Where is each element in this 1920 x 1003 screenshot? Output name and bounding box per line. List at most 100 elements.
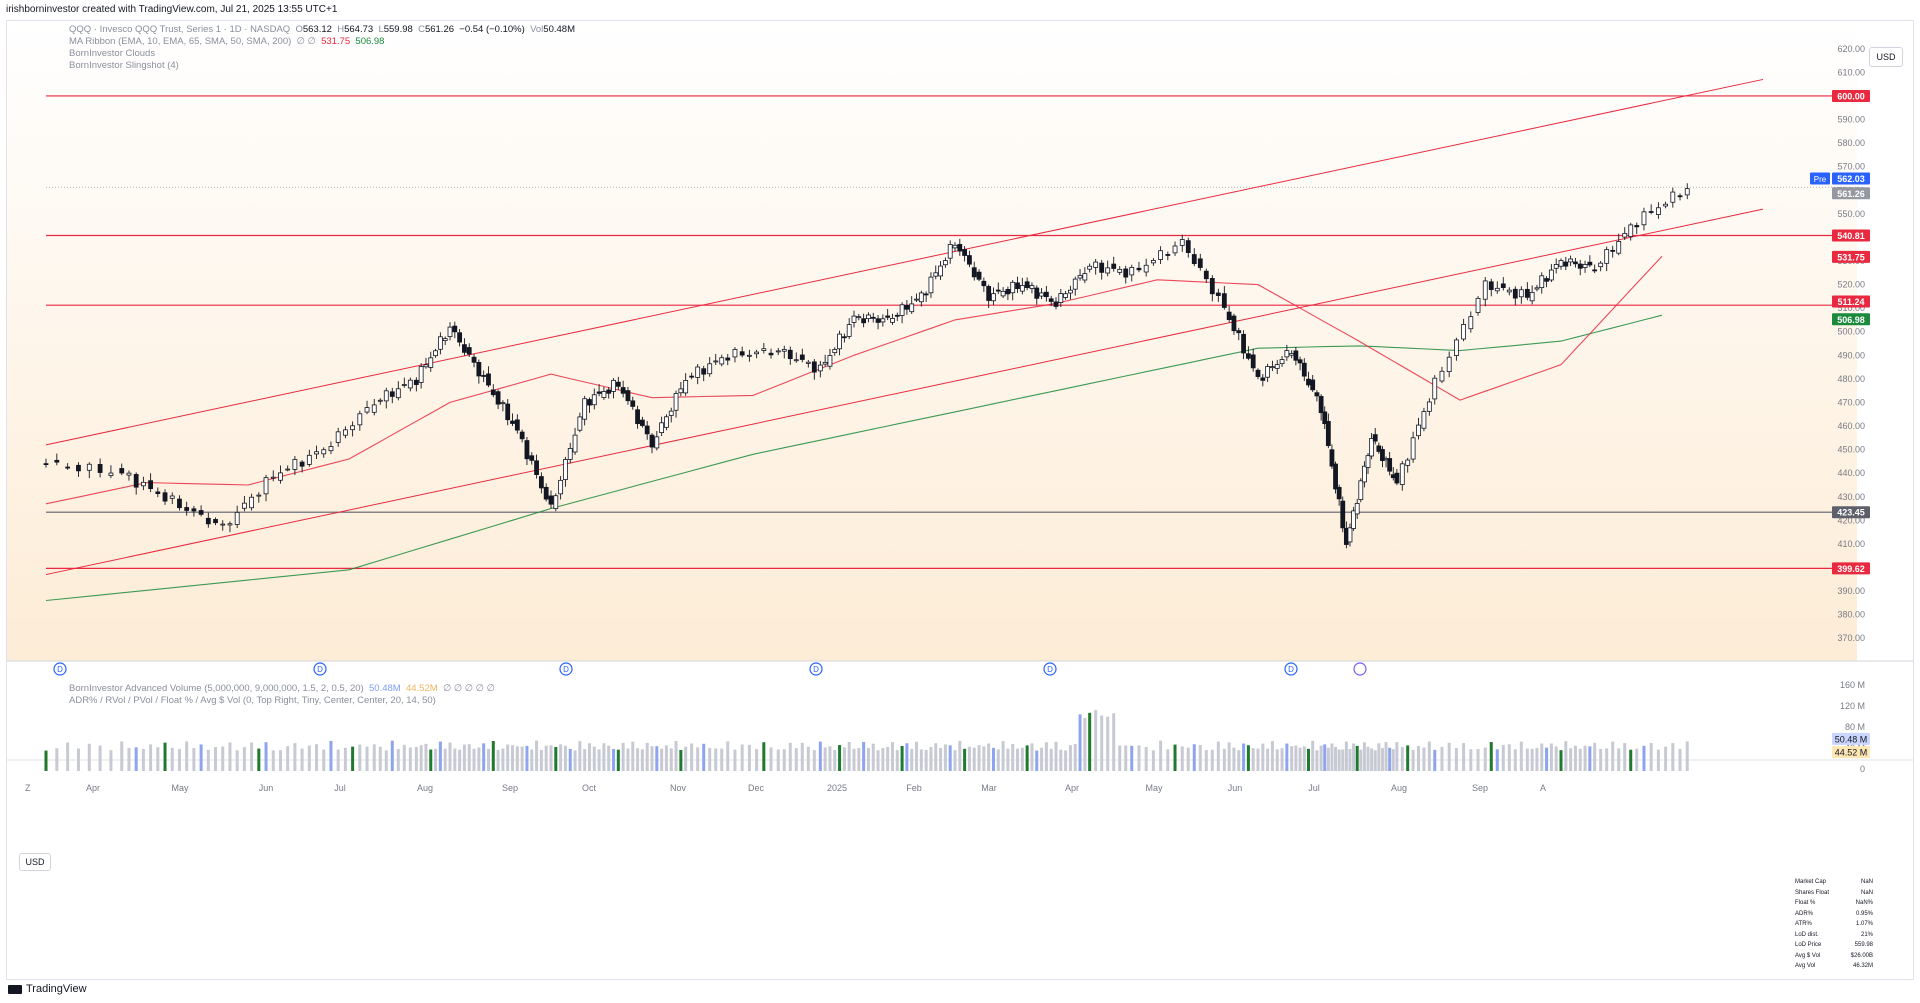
volume-bar[interactable] [1656, 749, 1660, 771]
candle-body[interactable] [832, 349, 838, 353]
candle-body[interactable] [471, 356, 477, 363]
volume-bar[interactable] [696, 747, 700, 771]
candle-body[interactable] [1284, 350, 1290, 358]
volume-bar[interactable] [1319, 745, 1323, 771]
volume-bar[interactable] [462, 744, 466, 771]
volume-bar[interactable] [351, 746, 355, 771]
candle-body[interactable] [1197, 258, 1203, 268]
volume-bar[interactable] [664, 745, 668, 771]
candle-body[interactable] [1432, 377, 1438, 400]
candle-body[interactable] [510, 420, 515, 424]
volume-bar[interactable] [170, 747, 174, 771]
volume-bar[interactable] [1144, 747, 1148, 771]
volume-bar[interactable] [1275, 749, 1279, 771]
volume-bar[interactable] [948, 745, 952, 771]
volume-bar[interactable] [645, 742, 649, 771]
volume-bar[interactable] [1593, 742, 1597, 771]
volume-bar[interactable] [871, 743, 875, 771]
candle-body[interactable] [1310, 379, 1316, 391]
volume-bar[interactable] [782, 749, 786, 771]
volume-bar[interactable] [1078, 714, 1082, 771]
candle-body[interactable] [292, 459, 298, 470]
volume-bar[interactable] [1380, 748, 1384, 771]
candle-body[interactable] [490, 389, 496, 396]
volume-bar[interactable] [1334, 746, 1338, 771]
volume-bar[interactable] [472, 748, 476, 771]
volume-bar[interactable] [278, 750, 282, 771]
volume-bar[interactable] [482, 743, 486, 771]
candle-body[interactable] [1265, 366, 1271, 378]
candle-body[interactable] [1616, 241, 1622, 254]
candle-body[interactable] [1250, 354, 1256, 369]
volume-bar[interactable] [1359, 749, 1363, 771]
volume-bar[interactable] [396, 748, 400, 771]
candle-body[interactable] [184, 507, 190, 511]
volume-bar[interactable] [322, 749, 326, 771]
candle-body[interactable] [1314, 392, 1320, 397]
volume-bar[interactable] [1124, 745, 1128, 771]
volume-bar[interactable] [76, 748, 80, 771]
candle-body[interactable] [870, 316, 876, 319]
candle-body[interactable] [1351, 510, 1356, 529]
volume-bar[interactable] [458, 749, 462, 771]
candle-body[interactable] [822, 361, 828, 365]
volume-bar[interactable] [1559, 750, 1563, 771]
volume-bar[interactable] [1261, 743, 1265, 771]
volume-bar[interactable] [250, 742, 254, 771]
volume-bar[interactable] [934, 743, 938, 771]
candle-body[interactable] [689, 375, 695, 378]
candle-body[interactable] [1468, 316, 1474, 330]
candle-body[interactable] [894, 314, 900, 317]
volume-bar[interactable] [1433, 749, 1437, 771]
volume-bar[interactable] [530, 749, 534, 771]
candle-body[interactable] [563, 459, 568, 480]
volume-bar[interactable] [1311, 740, 1315, 771]
candle-body[interactable] [1289, 353, 1295, 356]
candle-body[interactable] [395, 388, 401, 399]
candle-body[interactable] [321, 449, 327, 455]
candle-body[interactable] [664, 416, 669, 428]
currency-button[interactable]: USD [1869, 47, 1903, 67]
candle-body[interactable] [620, 387, 626, 394]
volume-bar[interactable] [1642, 745, 1646, 771]
volume-bar[interactable] [1507, 744, 1511, 771]
candle-body[interactable] [1029, 285, 1035, 289]
candle-body[interactable] [837, 333, 842, 350]
candle-body[interactable] [673, 393, 679, 411]
candle-body[interactable] [625, 390, 631, 402]
candle-body[interactable] [1301, 362, 1307, 377]
candle-body[interactable] [1082, 273, 1088, 281]
volume-bar[interactable] [228, 742, 232, 771]
candle-body[interactable] [659, 422, 665, 434]
volume-bar[interactable] [1106, 716, 1110, 771]
volume-bar[interactable] [1064, 750, 1068, 771]
volume-bar[interactable] [486, 748, 490, 771]
candle-body[interactable] [719, 357, 725, 365]
candle-body[interactable] [1548, 269, 1554, 281]
candle-body[interactable] [1053, 301, 1059, 307]
volume-bar[interactable] [438, 741, 442, 771]
candle-body[interactable] [1573, 261, 1578, 265]
candle-body[interactable] [1241, 333, 1246, 354]
volume-bar[interactable] [1483, 747, 1487, 771]
candle-body[interactable] [1203, 270, 1209, 280]
candle-body[interactable] [1093, 261, 1099, 268]
candle-body[interactable] [191, 508, 197, 512]
volume-bar[interactable] [1054, 741, 1058, 771]
candle-body[interactable] [1322, 411, 1328, 425]
volume-bar[interactable] [402, 744, 406, 771]
volume-bar[interactable] [847, 741, 851, 771]
candle-body[interactable] [1048, 298, 1054, 302]
candle-body[interactable] [1010, 281, 1016, 294]
volume-bar[interactable] [655, 746, 659, 771]
volume-bar[interactable] [1495, 749, 1499, 771]
candle-body[interactable] [423, 364, 429, 368]
candle-body[interactable] [1362, 465, 1367, 483]
candle-body[interactable] [1553, 264, 1559, 269]
volume-bar[interactable] [264, 742, 268, 771]
tradingview-logo[interactable]: TradingView [8, 983, 87, 995]
volume-bar[interactable] [520, 746, 524, 771]
candle-body[interactable] [1293, 350, 1299, 361]
volume-bar[interactable] [1100, 715, 1104, 771]
candle-body[interactable] [1215, 292, 1221, 296]
